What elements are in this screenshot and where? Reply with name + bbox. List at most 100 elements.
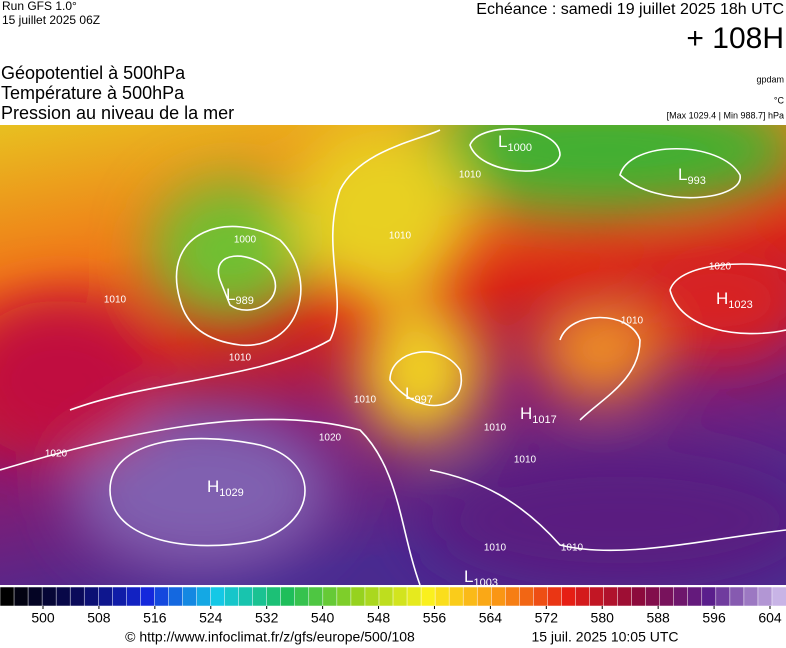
center-value: 1017 <box>532 414 556 426</box>
center-type: L <box>464 567 473 586</box>
title: Température à 500hPa <box>1 83 185 103</box>
pressure-center: L1003 <box>464 567 498 588</box>
map-field <box>0 125 786 585</box>
colorbar-cell <box>378 586 394 607</box>
colorbar-cell <box>631 586 647 607</box>
center-value: 997 <box>414 394 432 406</box>
title: Pression au niveau de la mer <box>1 103 234 123</box>
isobar-label: 1010 <box>621 316 644 327</box>
colorbar-cell <box>491 586 507 607</box>
colorbar-cell <box>701 586 717 607</box>
colorbar-tick-label: 564 <box>479 610 503 626</box>
center-type: L <box>226 285 235 304</box>
unit-gpdam: gpdam <box>756 74 784 84</box>
isobar-label: 1010 <box>514 455 537 466</box>
pressure-center: H1023 <box>716 289 753 310</box>
colorbar-cell <box>406 586 422 607</box>
colorbar-tick-label: 524 <box>199 610 223 626</box>
colorbar-cell <box>743 586 759 607</box>
colorbar-tick-label: 604 <box>758 610 782 626</box>
colorbar-cell <box>196 586 212 607</box>
colorbar-tick-label: 580 <box>591 610 615 626</box>
colorbar-tick-label: 540 <box>311 610 335 626</box>
unit-celsius: °C <box>774 95 785 105</box>
colorbar-cell <box>533 586 549 607</box>
colorbar-cell <box>729 586 745 607</box>
center-type: H <box>520 404 532 423</box>
isobar-label: 1000 <box>234 235 257 246</box>
pressure-center: H1017 <box>520 404 557 425</box>
isobar-label: 1010 <box>354 395 377 406</box>
colorbar-cell <box>294 586 310 607</box>
center-value: 993 <box>687 175 705 187</box>
colorbar-tick-label: 500 <box>31 610 55 626</box>
footer-date: 15 juil. 2025 10:05 UTC <box>531 629 678 645</box>
colorbar-cell <box>392 586 408 607</box>
lead-time: + 108H <box>686 22 784 55</box>
isobar-label: 1020 <box>45 449 68 460</box>
colorbar-cell <box>112 586 128 607</box>
pressure-center: L993 <box>678 165 706 186</box>
colorbar-cell <box>168 586 184 607</box>
center-value: 1029 <box>219 487 243 499</box>
center-type: L <box>498 132 507 151</box>
pressure-center: L997 <box>405 384 433 405</box>
pressure-center: H1029 <box>207 477 244 498</box>
center-type: H <box>716 289 728 308</box>
run-date: 15 juillet 2025 06Z <box>2 13 100 27</box>
colorbar-cell <box>364 586 380 607</box>
colorbar-cell <box>757 586 773 607</box>
colorbar-cell <box>140 586 156 607</box>
colorbar-tick-label: 596 <box>702 610 726 626</box>
colorbar-cell <box>505 586 521 607</box>
title: Géopotentiel à 500hPa <box>1 63 186 83</box>
colorbar-tick-label: 508 <box>87 610 111 626</box>
colorbar-cell <box>589 586 605 607</box>
colorbar-cell <box>476 586 493 607</box>
isobar-label: 1010 <box>104 295 127 306</box>
colorbar-cell <box>350 586 366 607</box>
colorbar-cell <box>182 586 198 607</box>
colorbar-cell <box>98 586 114 607</box>
footer-url: © http://www.infoclimat.fr/z/gfs/europe/… <box>125 629 415 645</box>
colorbar-cell <box>645 586 661 607</box>
center-value: 1003 <box>473 577 497 589</box>
colorbar-tick-label: 532 <box>255 610 279 626</box>
colorbar-cell <box>673 586 689 607</box>
colorbar-cell <box>547 586 563 607</box>
isobar-label: 1020 <box>319 433 342 444</box>
colorbar-cell <box>210 586 226 607</box>
center-type: L <box>405 384 414 403</box>
colorbar-cell <box>27 586 43 607</box>
isobar-label: 1010 <box>229 353 252 364</box>
colorbar-cell <box>336 586 352 607</box>
colorbar-cell <box>280 586 296 607</box>
colorbar-cell <box>603 586 619 607</box>
colorbar-tick-label: 588 <box>646 610 670 626</box>
center-value: 1000 <box>507 142 531 154</box>
colorbar-tick-label: 516 <box>143 610 167 626</box>
isobar-label: 1010 <box>459 170 482 181</box>
colorbar-cell <box>252 586 268 607</box>
colorbar-cell <box>715 586 731 607</box>
isobar-label: 1020 <box>709 262 732 273</box>
colorbar-cell <box>55 586 71 607</box>
center-type: L <box>678 165 687 184</box>
center-value: 1023 <box>728 299 752 311</box>
center-type: H <box>207 477 219 496</box>
colorbar-cell <box>575 586 591 607</box>
colorbar-cell <box>154 586 170 607</box>
colorbar-cell <box>420 586 436 607</box>
colorbar-cell <box>13 586 29 607</box>
colorbar-cell <box>308 586 324 607</box>
colorbar-cell <box>0 586 15 607</box>
colorbar-cell <box>69 586 85 607</box>
isobar-label: 1010 <box>389 231 412 242</box>
colorbar-cell <box>617 586 633 607</box>
colorbar-cell <box>434 586 450 607</box>
isobar-label: 1010 <box>484 423 507 434</box>
colorbar-cell <box>126 586 142 607</box>
colorbar-tick-label: 556 <box>423 610 447 626</box>
colorbar-cell <box>238 586 254 607</box>
